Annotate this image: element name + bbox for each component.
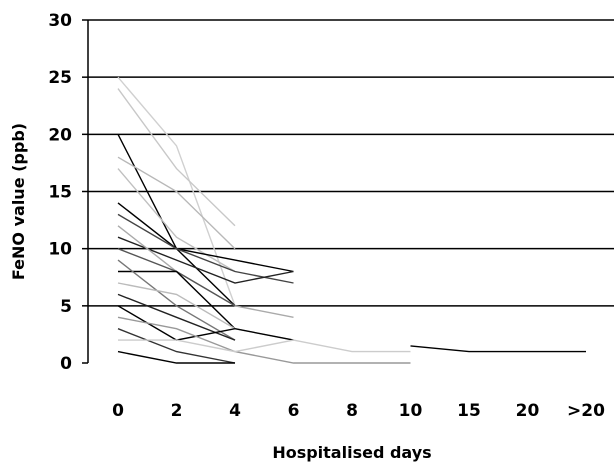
series-line-11 xyxy=(118,270,236,330)
series-line-5 xyxy=(117,168,236,273)
series-line-14 xyxy=(117,293,236,341)
series-line-19 xyxy=(117,350,235,364)
y-tick-label: 20 xyxy=(48,125,72,145)
x-tick-label: 8 xyxy=(346,401,358,421)
y-tick-label: 10 xyxy=(48,240,72,260)
x-tick-label: 10 xyxy=(399,401,423,421)
x-tick-label: 6 xyxy=(288,401,300,421)
x-axis-label: Hospitalised days xyxy=(272,443,431,462)
series-line-2 xyxy=(117,88,236,227)
series-line-12 xyxy=(117,259,236,341)
series-line-6 xyxy=(117,202,294,273)
series-line-16 xyxy=(117,316,411,364)
x-tick-label: 15 xyxy=(457,401,481,421)
y-tick-label: 15 xyxy=(48,183,72,203)
y-axis-label: FeNO value (ppb) xyxy=(9,123,28,280)
x-tick-label: 0 xyxy=(112,401,124,421)
series-line-17 xyxy=(117,328,236,364)
y-axis-ticks: 0 5 10 15 20 25 30 xyxy=(48,11,88,374)
x-tick-label: >20 xyxy=(567,401,605,421)
series-line-3 xyxy=(117,133,236,307)
series-line-20 xyxy=(410,345,586,353)
x-tick-label: 4 xyxy=(229,401,241,421)
x-axis-ticks: 0 2 4 6 8 10 15 20 >20 xyxy=(112,401,605,421)
x-tick-label: 20 xyxy=(516,401,540,421)
gridlines xyxy=(88,19,614,307)
series-line-4 xyxy=(117,156,236,250)
x-tick-label: 2 xyxy=(171,401,183,421)
series-line-1 xyxy=(117,76,236,307)
series-lines xyxy=(117,76,586,364)
series-line-18 xyxy=(118,339,411,353)
y-tick-label: 25 xyxy=(48,68,72,88)
y-tick-label: 5 xyxy=(60,297,72,317)
y-tick-label: 0 xyxy=(60,354,72,374)
y-tick-label: 30 xyxy=(48,11,72,31)
